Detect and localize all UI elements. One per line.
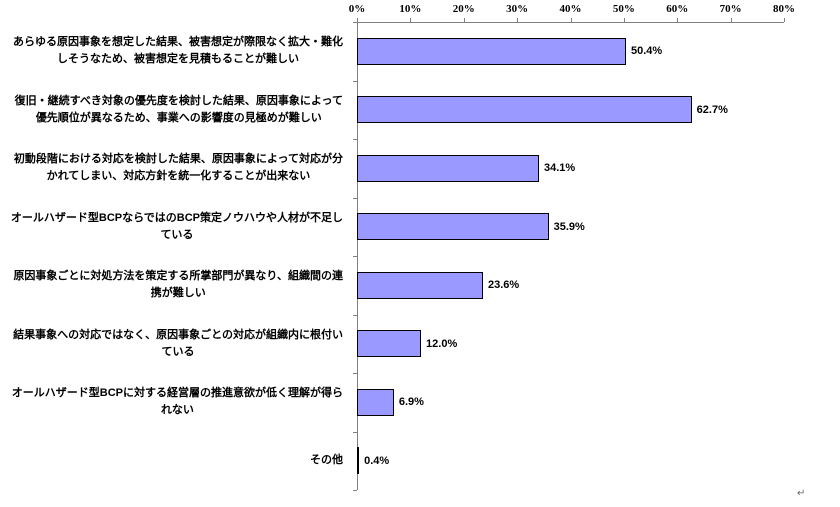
category-label-text: 原因事象ごとに対処方法を策定する所掌部門が異なり、組織間の連 携が難しい — [13, 270, 343, 300]
value-axis-tick-label: 10% — [399, 3, 422, 15]
category-label-text: オールハザード型BCPならではのBCP策定ノウハウや人材が不足し ている — [10, 211, 343, 241]
bar — [357, 213, 549, 241]
category-label: 結果事象への対応ではなく、原因事象ごとの対応が組織内に根付い ている — [0, 315, 357, 374]
value-label: 50.4% — [631, 45, 663, 58]
value-axis-tick — [623, 18, 625, 22]
category-axis-tick — [353, 197, 357, 199]
bar-track: 35.9% — [357, 213, 784, 241]
chart-row: あらゆる原因事象を想定した結果、被害想定が際限なく拡大・難化 しそうなため、被害… — [0, 22, 840, 81]
category-label: オールハザード型BCPならではのBCP策定ノウハウや人材が不足し ている — [0, 198, 357, 257]
value-axis-tick-label: 30% — [506, 3, 529, 15]
category-axis-tick — [353, 431, 357, 433]
value-axis-tick-label: 70% — [719, 3, 742, 15]
category-label: オールハザード型BCPに対する経営層の推進意欲が低く理解が得ら れない — [0, 373, 357, 432]
chart-row: 結果事象への対応ではなく、原因事象ごとの対応が組織内に根付い ている 12.0% — [0, 315, 840, 374]
category-label: 原因事象ごとに対処方法を策定する所掌部門が異なり、組織間の連 携が難しい — [0, 256, 357, 315]
bar — [357, 96, 692, 124]
category-axis-tick — [353, 373, 357, 374]
category-label-text: その他 — [310, 454, 343, 467]
bar-track: 6.9% — [357, 388, 784, 416]
bar-track: 12.0% — [357, 330, 784, 358]
paragraph-mark: ↵ — [797, 488, 806, 499]
value-label: 34.1% — [544, 162, 576, 175]
value-axis-tick-label: 50% — [612, 3, 635, 15]
category-axis-tick — [353, 139, 357, 140]
value-axis-tick — [677, 18, 679, 22]
category-label-text: オールハザード型BCPに対する経営層の推進意欲が低く理解が得ら れない — [11, 387, 343, 417]
category-axis-tick — [353, 490, 357, 491]
category-label-text: 結果事象への対応ではなく、原因事象ごとの対応が組織内に根付い ている — [13, 328, 343, 358]
category-axis-tick — [353, 314, 357, 316]
value-axis-tick — [517, 18, 519, 22]
bar-track: 62.7% — [357, 96, 784, 124]
bar-track: 50.4% — [357, 37, 784, 65]
value-axis-tick-label: 0% — [348, 3, 366, 15]
category-axis-tick — [353, 22, 357, 23]
value-axis-line — [357, 22, 784, 23]
bar-track: 0.4% — [357, 447, 784, 475]
category-label: あらゆる原因事象を想定した結果、被害想定が際限なく拡大・難化 しそうなため、被害… — [0, 22, 357, 81]
chart-row: オールハザード型BCPに対する経営層の推進意欲が低く理解が得ら れない 6.9% — [0, 373, 840, 432]
chart-rows: あらゆる原因事象を想定した結果、被害想定が際限なく拡大・難化 しそうなため、被害… — [0, 22, 840, 490]
value-axis-tick — [570, 18, 572, 22]
value-axis-tick-label: 60% — [666, 3, 689, 15]
bar — [357, 154, 539, 182]
value-axis-tick — [410, 18, 412, 22]
value-label: 12.0% — [426, 337, 458, 350]
category-axis-tick — [353, 80, 357, 82]
bar — [357, 330, 422, 358]
category-axis-line — [357, 22, 358, 490]
value-label: 6.9% — [398, 396, 424, 409]
category-label: 初動段階における対応を検討した結果、原因事象によって対応が分 かれてしまい、対応… — [0, 139, 357, 198]
category-label-text: 初動段階における対応を検討した結果、原因事象によって対応が分 かれてしまい、対応… — [13, 153, 343, 183]
value-axis-tick — [730, 18, 732, 22]
chart-row: オールハザード型BCPならではのBCP策定ノウハウや人材が不足し ている 35.9… — [0, 198, 840, 257]
value-axis-tick — [463, 18, 465, 22]
value-label: 62.7% — [696, 103, 728, 116]
chart-row: 初動段階における対応を検討した結果、原因事象によって対応が分 かれてしまい、対応… — [0, 139, 840, 198]
value-label: 23.6% — [487, 279, 520, 292]
value-label: 35.9% — [553, 220, 585, 233]
value-axis-tick-label: 80% — [773, 3, 795, 15]
bar — [357, 388, 394, 416]
chart-row: 原因事象ごとに対処方法を策定する所掌部門が異なり、組織間の連 携が難しい 23.6… — [0, 256, 840, 315]
category-axis-tick — [353, 256, 357, 257]
value-label: 0.4% — [364, 454, 390, 467]
category-label: その他 — [0, 432, 357, 491]
bar — [357, 447, 360, 475]
chart-row: その他 0.4% — [0, 432, 840, 491]
category-label-text: あらゆる原因事象を想定した結果、被害想定が際限なく拡大・難化 しそうなため、被害… — [13, 36, 343, 66]
bar-track: 23.6% — [357, 271, 784, 299]
value-axis-tick — [357, 18, 358, 22]
category-label-text: 復旧・継続すべき対象の優先度を検討した結果、原因事象によって 優先順位が異なるた… — [14, 94, 343, 124]
value-axis-tick-label: 40% — [559, 3, 582, 15]
value-axis-tick — [784, 18, 785, 22]
category-label: 復旧・継続すべき対象の優先度を検討した結果、原因事象によって 優先順位が異なるた… — [0, 81, 357, 140]
bar-track: 34.1% — [357, 154, 784, 182]
value-axis-tick-label: 20% — [452, 3, 475, 15]
bar — [357, 271, 483, 299]
bar — [357, 37, 626, 65]
chart-row: 復旧・継続すべき対象の優先度を検討した結果、原因事象によって 優先順位が異なるた… — [0, 81, 840, 140]
